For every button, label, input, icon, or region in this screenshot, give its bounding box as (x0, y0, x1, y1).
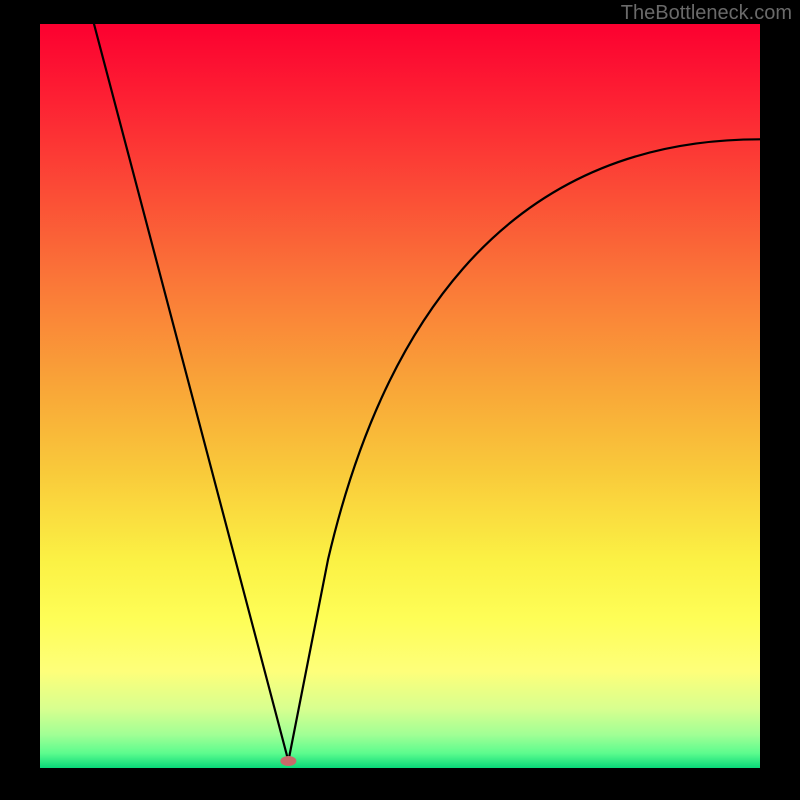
chart-svg (0, 0, 800, 800)
min-marker (280, 756, 296, 766)
chart-canvas: TheBottleneck.com (0, 0, 800, 800)
plot-background (40, 24, 760, 768)
watermark-text: TheBottleneck.com (621, 2, 792, 25)
